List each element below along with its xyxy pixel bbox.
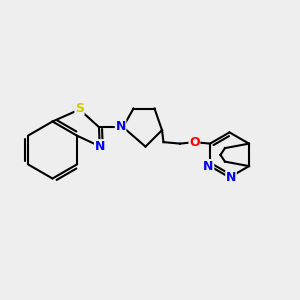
Text: N: N xyxy=(226,171,236,184)
Text: S: S xyxy=(75,101,84,115)
Text: N: N xyxy=(94,140,105,153)
Text: N: N xyxy=(203,160,214,172)
Text: O: O xyxy=(189,136,200,148)
Text: N: N xyxy=(116,120,126,133)
